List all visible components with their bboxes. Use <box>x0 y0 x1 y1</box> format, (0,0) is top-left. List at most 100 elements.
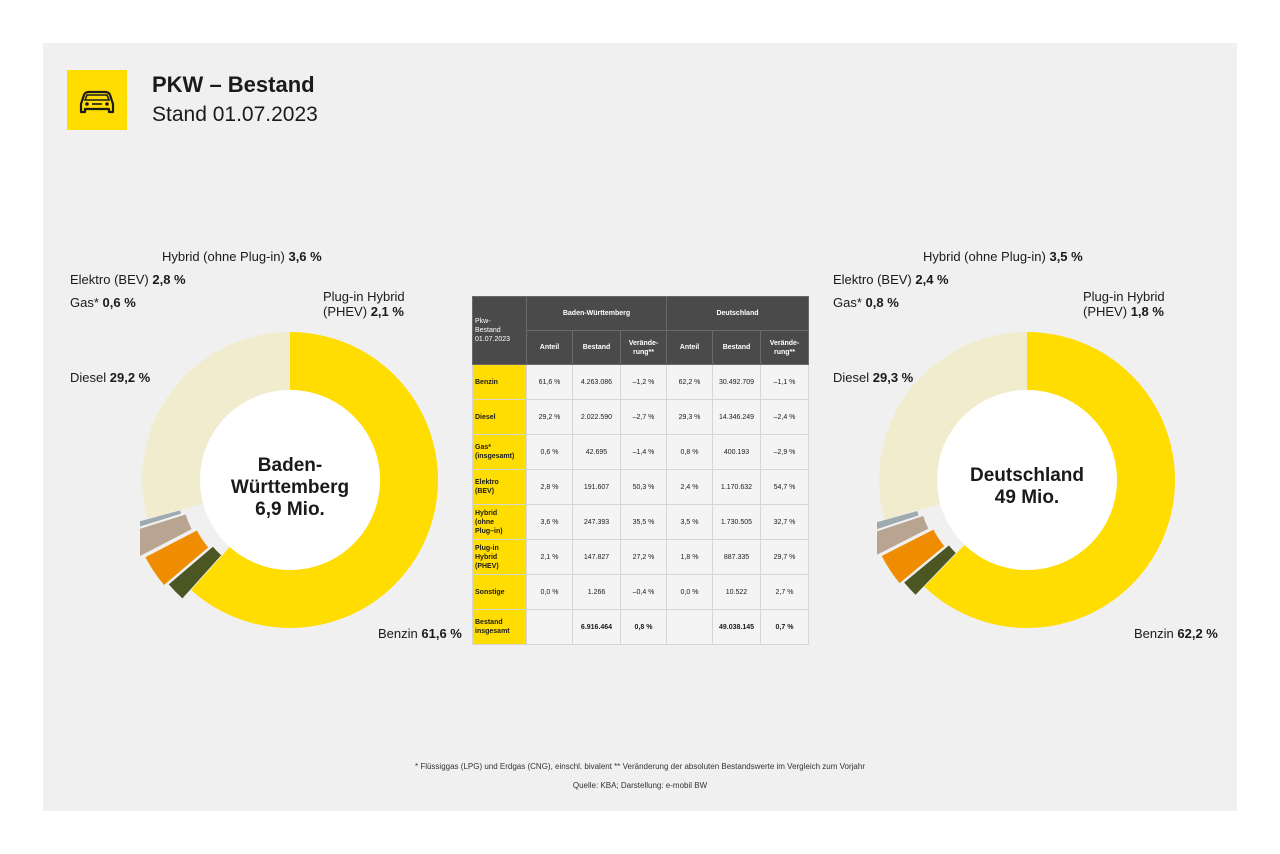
table-row: Bestand insgesamt 6.916.464 0,8 % 49.038.145… <box>472 609 809 645</box>
slice-name-2: (PHEV) <box>1083 304 1128 319</box>
center-line: 49 Mio. <box>994 487 1060 508</box>
table-row: Hybrid (ohne Plug–in) 3,6 % 247.393 35,5 % 3,5… <box>472 504 809 540</box>
donut-slice-gas <box>140 510 182 527</box>
table-cell: 62,2 % <box>666 364 713 400</box>
column-header-line: Verände- <box>769 339 800 347</box>
table-cell: 35,5 % <box>620 504 667 540</box>
table-cell: 27,2 % <box>620 539 667 575</box>
row-label-line: Sonstige <box>475 588 505 596</box>
table-cell: 0,0 % <box>666 574 713 610</box>
table-cell: 191.607 <box>572 469 621 505</box>
table-row: Gas* (insgesamt) 0,6 % 42.695 –1,4 % 0,8 % 400… <box>472 434 809 470</box>
donut-chart-de <box>877 332 1175 628</box>
row-label-line: (insgesamt) <box>475 453 515 460</box>
source-note: Quelle: KBA; Darstellung: e-mobil BW <box>572 781 708 790</box>
table-cell: 247.393 <box>572 504 621 540</box>
donut-slice-phev <box>904 545 956 595</box>
slice-value: 0,6 % <box>102 295 136 310</box>
donut-center-label-bw: Baden- Württemberg 6,9 Mio. <box>205 455 375 521</box>
slice-value: 61,6 % <box>421 626 462 641</box>
slice-name: Plug-in Hybrid <box>1083 289 1165 304</box>
table-row: Benzin 61,6 % 4.263.086 –1,2 % 62,2 % 30.492.… <box>472 364 809 400</box>
slice-label-diesel-bw: Diesel 29,2 % <box>70 370 150 385</box>
table-cell: 54,7 % <box>760 469 809 505</box>
table-cell: –1,4 % <box>620 434 667 470</box>
table-column-header: Verände-rung** <box>620 330 667 365</box>
row-label-line: Plug–in) <box>475 527 503 535</box>
slice-label-elektro-de: Elektro (BEV) 2,4 % <box>833 272 949 287</box>
row-label: Gas* (insgesamt) <box>472 434 527 470</box>
table-column-header: Anteil <box>526 330 573 365</box>
donut-slice-phev <box>168 546 222 599</box>
data-table: Pkw- Bestand 01.07.2023 Baden-Württember… <box>472 296 809 645</box>
slice-label-hybrid-de: Hybrid (ohne Plug-in) 3,5 % <box>923 249 1083 264</box>
table-group-header-bw: Baden-Württemberg <box>526 296 667 331</box>
table-cell: 0,7 % <box>760 609 809 645</box>
row-label-line: Diesel <box>475 413 496 421</box>
table-cell: 0,8 % <box>620 609 667 645</box>
slice-value: 1,8 % <box>1130 304 1164 319</box>
row-label-line: Hybrid <box>475 553 498 561</box>
slice-name: Diesel <box>70 370 107 385</box>
table-cell: 42.695 <box>572 434 621 470</box>
table-corner-header: Pkw- Bestand 01.07.2023 <box>472 296 527 365</box>
table-cell: 4.263.086 <box>572 364 621 400</box>
donut-slice-diesel <box>879 332 1027 520</box>
row-label: Sonstige <box>472 574 527 610</box>
footnote: * Flüssiggas (LPG) und Erdgas (CNG), ein… <box>414 762 865 771</box>
center-line: Baden- <box>257 455 323 476</box>
slice-label-hybrid-bw: Hybrid (ohne Plug-in) 3,6 % <box>162 249 322 264</box>
row-label-line: insgesamt <box>475 628 510 635</box>
table-cell: 6.916.464 <box>572 609 621 645</box>
logo-tile <box>67 70 127 130</box>
column-header-line: rung** <box>633 348 654 356</box>
slice-name: Gas* <box>70 295 99 310</box>
slice-label-phev-bw: Plug-in Hybrid (PHEV) 2,1 % <box>323 289 405 319</box>
row-label-line: Benzin <box>475 378 498 386</box>
table-group-header-de: Deutschland <box>666 296 809 331</box>
column-header-line: Verände- <box>628 339 659 347</box>
slice-name: Gas* <box>833 295 862 310</box>
table-cell: 3,5 % <box>666 504 713 540</box>
slice-name-2: (PHEV) <box>323 304 368 319</box>
car-icon <box>79 90 115 114</box>
column-header-line: rung** <box>774 348 795 356</box>
table-row: Sonstige 0,0 % 1.266 –0,4 % 0,0 % 10.522 2,7 % <box>472 574 809 610</box>
slice-label-gas-bw: Gas* 0,6 % <box>70 295 136 310</box>
table-cell: 32,7 % <box>760 504 809 540</box>
table-cell: 0,6 % <box>526 434 573 470</box>
row-label: Diesel <box>472 399 527 435</box>
table-cell: 1,8 % <box>666 539 713 575</box>
table-row: Plug-in Hybrid (PHEV) 2,1 % 147.827 27,2 % 1,8… <box>472 539 809 575</box>
table-cell: –0,4 % <box>620 574 667 610</box>
slice-value: 2,8 % <box>152 272 186 287</box>
slice-value: 62,2 % <box>1177 626 1218 641</box>
table-cell: 887.335 <box>712 539 761 575</box>
donut-slice-hybrid <box>145 530 209 585</box>
donut-hole <box>937 390 1117 570</box>
row-label-line: (ohne <box>475 518 495 526</box>
row-label: Hybrid (ohne Plug–in) <box>472 504 527 540</box>
corner-line: Bestand <box>475 327 501 334</box>
row-label-line: Gas* <box>475 444 491 451</box>
slice-name: Hybrid (ohne Plug-in) <box>162 249 285 264</box>
table-cell <box>526 609 573 645</box>
slice-name: Elektro (BEV) <box>70 272 149 287</box>
table-cell: 1.266 <box>572 574 621 610</box>
table-cell: 1.170.632 <box>712 469 761 505</box>
row-label-line: Elektro <box>475 479 499 486</box>
column-header-line: Anteil <box>679 344 700 351</box>
row-label: Benzin <box>472 364 527 400</box>
slice-value: 29,3 % <box>872 370 914 385</box>
slice-label-diesel-de: Diesel 29,3 % <box>833 370 913 385</box>
slice-label-phev-de: Plug-in Hybrid (PHEV) 1,8 % <box>1083 289 1165 319</box>
slice-label-benzin-bw: Benzin 61,6 % <box>378 626 462 641</box>
slice-name: Diesel <box>833 370 870 385</box>
slice-name: Hybrid (ohne Plug-in) <box>923 249 1046 264</box>
table-cell <box>666 609 713 645</box>
table-cell: 50,3 % <box>620 469 667 505</box>
donut-slice-diesel <box>142 332 290 519</box>
slice-label-elektro-bw: Elektro (BEV) 2,8 % <box>70 272 186 287</box>
table-cell: 2.022.590 <box>572 399 621 435</box>
donut-slice-benzin <box>191 332 438 628</box>
